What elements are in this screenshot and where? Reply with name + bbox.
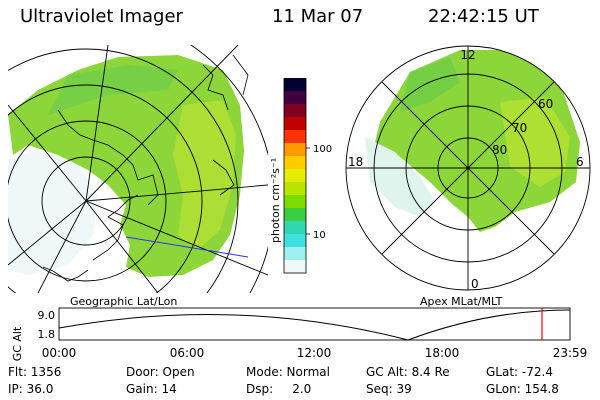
colorbar-swatch	[284, 208, 306, 222]
altitude-plot-frame	[58, 307, 571, 341]
gain-readout: Gain: 14	[126, 382, 177, 396]
uv-auroral-edge	[400, 57, 460, 112]
satellite-track	[125, 236, 249, 258]
coastlines	[42, 54, 249, 282]
mlt-label-top: 12	[460, 48, 475, 62]
geographic-image-panel	[8, 45, 268, 293]
colorbar-tick-label-100: 100	[313, 144, 332, 155]
time-tick-0000: 00:00	[42, 346, 77, 360]
door-readout: Door: Open	[126, 365, 195, 379]
colorbar-swatch	[284, 234, 306, 248]
ip-readout: IP: 36.0	[8, 382, 54, 396]
observation-time: 22:42:15 UT	[428, 6, 539, 27]
colorbar-tick-label-10: 10	[313, 230, 326, 241]
mlt-label-left: 18	[348, 155, 363, 169]
mlat-label-70: 70	[512, 121, 527, 135]
altitude-axis-label: GC Alt	[11, 326, 24, 361]
colorbar-swatch	[284, 117, 306, 131]
colorbar-swatch	[284, 195, 306, 209]
altitude-timeline: GC Alt 9.0 1.8 00:00 06:00 12:00 18:00 2…	[11, 307, 588, 361]
flight-readout: Flt: 1356	[8, 365, 62, 379]
colorbar-swatch	[284, 169, 306, 183]
uv-edge-region	[48, 65, 178, 115]
colorbar-swatch	[284, 221, 306, 235]
colorbar-frame	[283, 78, 307, 274]
longitude-lines	[8, 45, 268, 293]
time-tick-2359: 23:59	[553, 346, 588, 360]
colorbar-swatch	[284, 260, 306, 274]
colorbar-swatch	[284, 78, 306, 92]
colorbar-swatch	[284, 91, 306, 105]
time-tick-0600: 06:00	[170, 346, 205, 360]
altitude-tick-label-max: 9.0	[38, 309, 56, 322]
time-tick-1200: 12:00	[297, 346, 332, 360]
geographic-panel-label: Geographic Lat/Lon	[70, 295, 178, 308]
uv-auroral-bright	[500, 97, 570, 187]
colorbar-swatch	[284, 143, 306, 157]
colorbar-swatch	[284, 156, 306, 170]
colorbar-swatch	[284, 182, 306, 196]
mode-readout: Mode: Normal	[246, 365, 330, 379]
colorbar-scale	[284, 78, 306, 274]
altitude-tick-label-min: 1.8	[38, 328, 56, 341]
observation-date: 11 Mar 07	[272, 6, 364, 27]
colorbar-swatch	[284, 247, 306, 261]
colorbar-unit-label: photon cm⁻²s⁻¹	[269, 158, 282, 243]
intensity-colorbar: 100 10 photon cm⁻²s⁻¹	[269, 78, 332, 274]
latitude-circles	[8, 45, 268, 293]
apex-image-panel: 12 18 6 0 60 70 80	[345, 45, 591, 291]
mlt-lines	[346, 46, 590, 290]
mlat-label-80: 80	[492, 143, 507, 157]
display-readout: Dsp: 2.0	[246, 382, 312, 396]
colorbar-swatch	[284, 104, 306, 118]
mlat-label-60: 60	[538, 97, 553, 111]
uv-bright-band	[173, 100, 236, 250]
colorbar-swatch	[284, 130, 306, 144]
time-tick-1800: 18:00	[425, 346, 460, 360]
mlt-label-right: 6	[576, 155, 584, 169]
apex-panel-label: Apex MLat/MLT	[420, 295, 503, 308]
sequence-readout: Seq: 39	[366, 382, 412, 396]
mlt-label-bottom: 0	[471, 277, 479, 291]
instrument-title: Ultraviolet Imager	[20, 6, 183, 27]
geo-longitude-readout: GLon: 154.8	[486, 382, 559, 396]
uv-dim-region	[8, 150, 98, 275]
geo-latitude-readout: GLat: -72.4	[486, 365, 553, 379]
uv-auroral-dim	[365, 137, 435, 217]
gc-altitude-readout: GC Alt: 8.4 Re	[366, 365, 450, 379]
altitude-curve	[58, 309, 571, 341]
